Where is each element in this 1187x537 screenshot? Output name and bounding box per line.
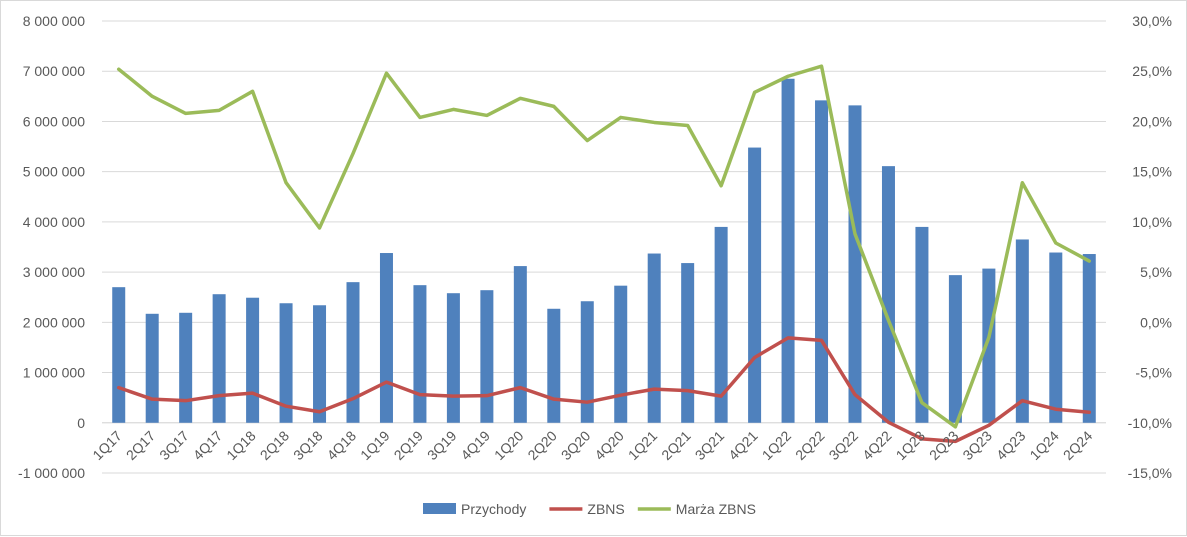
bar-4Q22	[882, 166, 895, 423]
x-tick-label: 2Q20	[524, 427, 560, 463]
legend-label: Marża ZBNS	[676, 501, 756, 517]
x-tick-label: 2Q22	[792, 427, 828, 463]
legend-label: Przychody	[461, 501, 526, 517]
left-tick-label: 5 000 000	[23, 164, 85, 180]
bar-3Q19	[447, 293, 460, 423]
x-tick-label: 4Q17	[190, 427, 226, 463]
bar-3Q18	[313, 305, 326, 423]
x-tick-label: 3Q18	[290, 427, 326, 463]
x-tick-label: 2Q21	[658, 427, 694, 463]
bar-2Q17	[146, 314, 159, 423]
bar-1Q19	[380, 253, 393, 423]
bar-4Q21	[748, 148, 761, 423]
legend-label: ZBNS	[587, 501, 624, 517]
right-tick-label: 25,0%	[1132, 63, 1172, 79]
right-tick-label: -15,0%	[1128, 465, 1172, 481]
bar-1Q20	[514, 266, 527, 423]
bar-3Q22	[849, 105, 862, 422]
x-tick-label: 3Q19	[424, 427, 460, 463]
x-tick-label: 3Q22	[826, 427, 862, 463]
bar-2Q20	[547, 309, 560, 423]
x-tick-label: 3Q23	[959, 427, 995, 463]
bar-1Q24	[1049, 253, 1062, 423]
bar-2Q21	[681, 263, 694, 423]
right-tick-label: 20,0%	[1132, 113, 1172, 129]
x-tick-label: 4Q19	[457, 427, 493, 463]
x-tick-label: 2Q17	[123, 427, 159, 463]
x-tick-label: 3Q20	[558, 427, 594, 463]
bar-2Q24	[1083, 254, 1096, 423]
x-tick-label: 1Q22	[759, 427, 795, 463]
x-tick-label: 2Q18	[257, 427, 293, 463]
left-tick-label: 7 000 000	[23, 63, 85, 79]
x-tick-label: 4Q21	[725, 427, 761, 463]
x-tick-label: 1Q19	[357, 427, 393, 463]
bar-2Q19	[413, 285, 426, 423]
right-tick-label: 15,0%	[1132, 164, 1172, 180]
x-tick-label: 1Q24	[1026, 427, 1062, 463]
right-tick-label: 0,0%	[1140, 314, 1172, 330]
right-tick-label: 10,0%	[1132, 214, 1172, 230]
left-tick-label: 8 000 000	[23, 13, 85, 29]
bar-3Q17	[179, 313, 192, 423]
bar-4Q17	[213, 294, 226, 423]
x-tick-label: 3Q21	[692, 427, 728, 463]
x-tick-label: 4Q18	[324, 427, 360, 463]
legend-swatch-przychody	[423, 503, 456, 514]
left-tick-label: 4 000 000	[23, 214, 85, 230]
right-tick-label: 5,0%	[1140, 264, 1172, 280]
x-tick-label: 2Q19	[391, 427, 427, 463]
left-tick-label: 1 000 000	[23, 365, 85, 381]
bar-2Q23	[949, 275, 962, 423]
bar-4Q20	[614, 286, 627, 423]
left-y-axis: -1 000 000 0 1 000 000 2 000 000 3 000 000 4 …	[18, 13, 85, 481]
right-y-axis: -15,0% -10,0% -5,0% 0,0% 5,0% 10,0% 15,0% 20,0%…	[1128, 13, 1172, 481]
line-series	[119, 66, 1090, 441]
legend: Przychody ZBNS Marża ZBNS	[423, 501, 756, 517]
x-tick-label: 2Q23	[926, 427, 962, 463]
left-tick-label: 6 000 000	[23, 113, 85, 129]
x-tick-label: 1Q20	[491, 427, 527, 463]
bar-3Q20	[581, 301, 594, 423]
bar-4Q19	[480, 290, 493, 423]
x-tick-label: 4Q23	[993, 427, 1029, 463]
bar-1Q17	[112, 287, 125, 423]
x-tick-label: 1Q18	[223, 427, 259, 463]
right-tick-label: 30,0%	[1132, 13, 1172, 29]
left-tick-label: -1 000 000	[18, 465, 85, 481]
bar-1Q18	[246, 298, 259, 423]
left-tick-label: 2 000 000	[23, 314, 85, 330]
x-tick-label: 4Q22	[859, 427, 895, 463]
right-tick-label: -10,0%	[1128, 415, 1172, 431]
bar-2Q22	[815, 100, 828, 422]
x-tick-label: 2Q24	[1060, 427, 1096, 463]
line-zbns	[119, 338, 1090, 441]
left-tick-label: 0	[77, 415, 85, 431]
x-tick-label: 4Q20	[591, 427, 627, 463]
left-tick-label: 3 000 000	[23, 264, 85, 280]
x-tick-label: 3Q17	[156, 427, 192, 463]
x-axis: 1Q172Q173Q174Q171Q182Q183Q184Q181Q192Q19…	[89, 427, 1095, 463]
bar-4Q23	[1016, 239, 1029, 422]
x-tick-label: 1Q23	[893, 427, 929, 463]
x-tick-label: 1Q21	[625, 427, 661, 463]
bar-1Q21	[648, 254, 661, 423]
bar-1Q22	[782, 79, 795, 423]
x-tick-label: 1Q17	[89, 427, 125, 463]
right-tick-label: -5,0%	[1135, 365, 1172, 381]
